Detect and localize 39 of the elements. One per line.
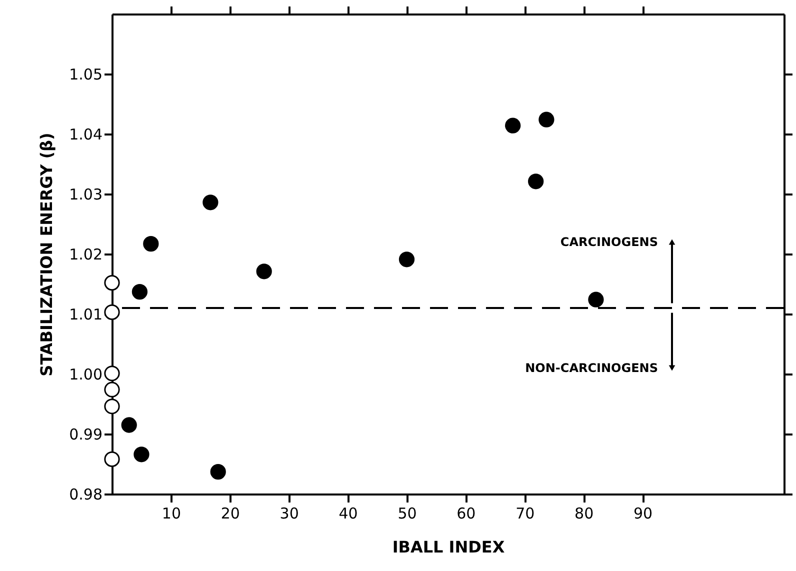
- y-tick-label: 0.99: [69, 426, 102, 444]
- annotation: CARCINOGENS: [560, 235, 658, 249]
- point: [505, 118, 521, 134]
- y-tick-label: 1.01: [69, 306, 102, 324]
- point: [104, 398, 120, 414]
- point: [398, 252, 415, 268]
- y-tick-label: 1.04: [69, 126, 102, 144]
- x-tick-label: 20: [220, 504, 240, 522]
- point: [104, 366, 120, 382]
- point: [121, 417, 137, 433]
- point: [104, 382, 120, 398]
- point: [134, 446, 150, 462]
- point: [104, 304, 120, 320]
- x-tick-label: 40: [338, 504, 358, 522]
- point: [104, 451, 120, 468]
- x-tick-label: 50: [398, 504, 417, 522]
- x-tick-label: 70: [516, 504, 535, 522]
- point: [210, 464, 226, 480]
- y-tick-label: 0.98: [69, 486, 102, 504]
- x-tick-label: 60: [456, 504, 476, 522]
- point: [538, 112, 554, 128]
- x-axis-title: IBALL INDEX: [392, 538, 506, 556]
- point: [132, 284, 148, 300]
- point: [588, 292, 604, 308]
- point: [143, 236, 159, 252]
- x-tick-label: 90: [633, 504, 653, 522]
- y-axis-title: STABILIZATION ENERGY (β): [37, 132, 56, 376]
- x-tick-label: 80: [574, 504, 594, 522]
- point: [528, 174, 544, 190]
- x-tick-label: 10: [162, 504, 181, 522]
- y-tick-label: 1.00: [69, 366, 102, 384]
- point: [202, 194, 218, 210]
- x-tick-label: 30: [280, 504, 299, 522]
- annotation: NON-CARCINOGENS: [525, 361, 658, 375]
- point: [104, 274, 120, 291]
- point: [256, 264, 272, 280]
- y-tick-label: 1.03: [69, 186, 102, 204]
- y-tick-label: 1.05: [69, 66, 102, 84]
- y-tick-label: 1.02: [69, 246, 102, 264]
